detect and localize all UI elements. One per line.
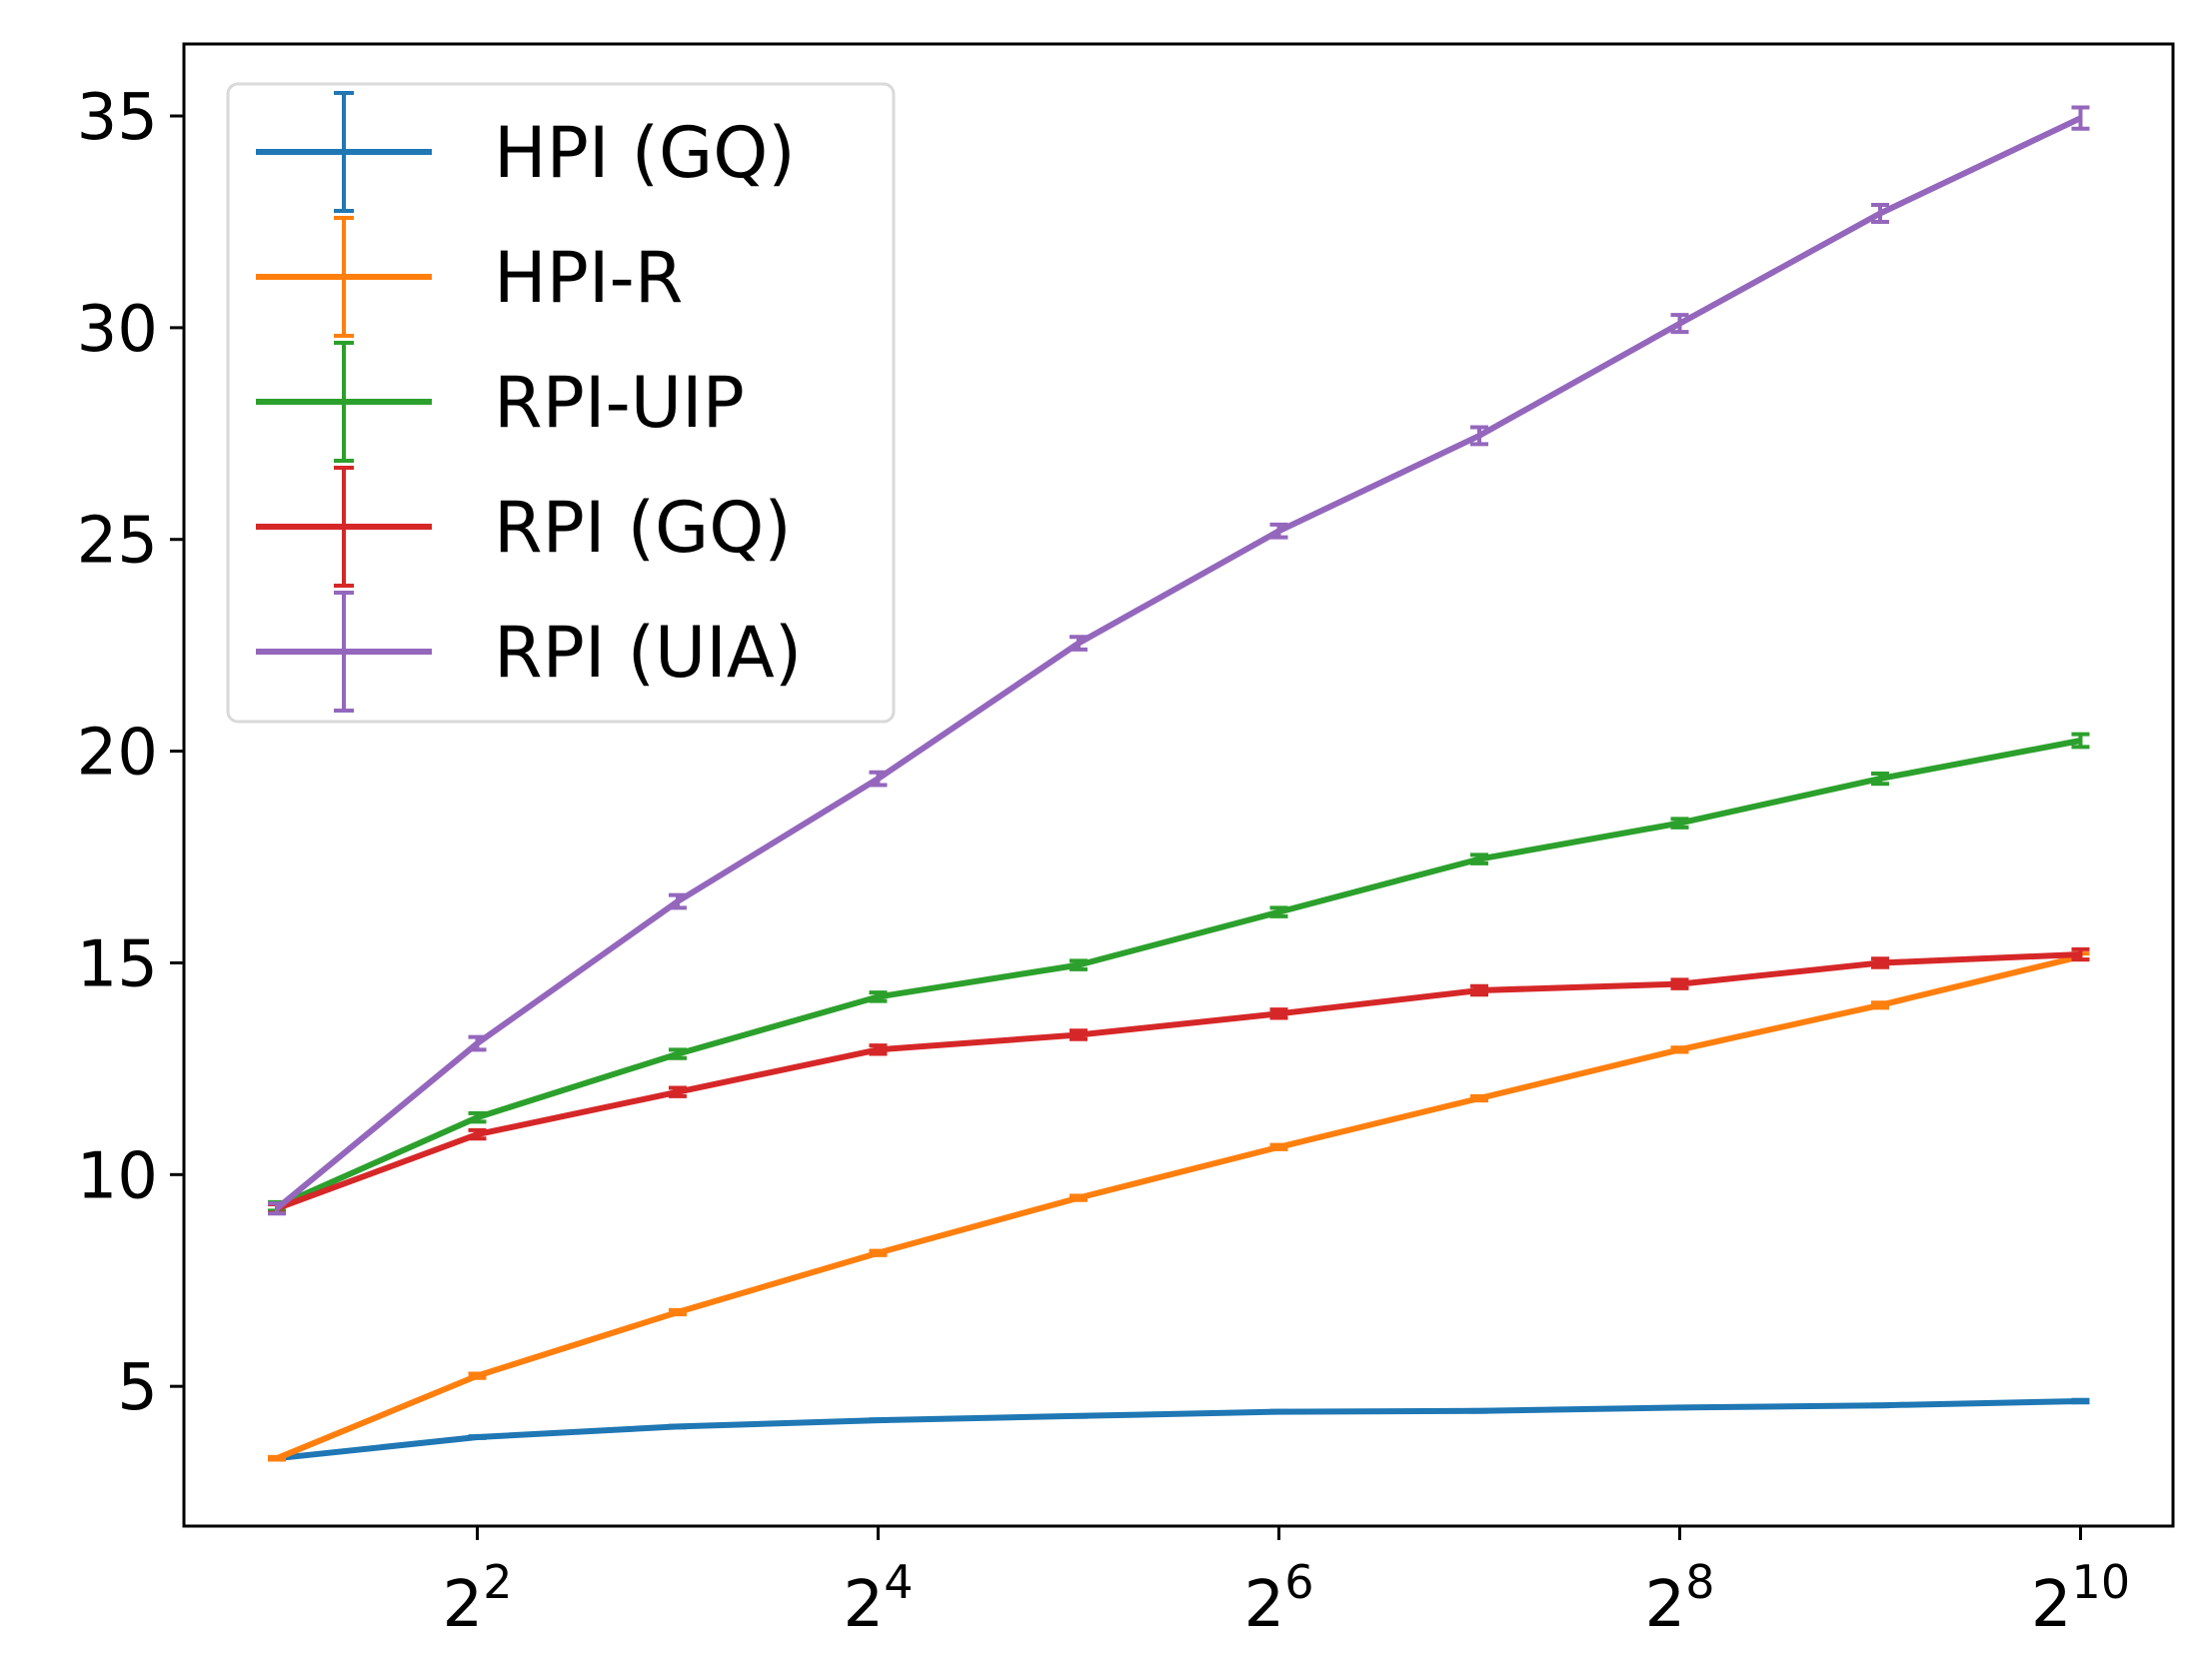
y-tick-label: 30 xyxy=(77,293,158,367)
y-tick-label: 15 xyxy=(77,927,158,1001)
error-bar xyxy=(268,1454,287,1462)
error-bar xyxy=(468,1371,487,1380)
error-bar xyxy=(1870,956,1889,969)
error-bar xyxy=(669,1047,688,1060)
error-bar xyxy=(1469,1407,1488,1414)
x-tick-label: 22 xyxy=(443,1555,513,1642)
legend-entry-0: HPI (GQ) xyxy=(256,91,796,213)
series-line xyxy=(275,953,2082,1461)
series-line xyxy=(275,738,2082,1209)
error-bar xyxy=(2071,105,2090,131)
error-bar xyxy=(468,1034,487,1052)
error-bar xyxy=(869,1043,888,1056)
legend-entry-4: RPI (UIA) xyxy=(256,591,802,713)
error-bar xyxy=(669,1085,688,1098)
legend-label: RPI (GQ) xyxy=(494,487,792,569)
error-bar xyxy=(1670,817,1689,830)
legend-entry-3: RPI (GQ) xyxy=(256,466,792,588)
legend-label: RPI-UIP xyxy=(494,362,745,444)
error-bar xyxy=(1269,905,1288,918)
error-bar xyxy=(1670,313,1689,335)
error-bar xyxy=(268,1201,287,1216)
error-bar xyxy=(869,1248,888,1257)
error-bar xyxy=(1870,772,1889,787)
error-bar xyxy=(1269,1007,1288,1020)
legend-entry-1: HPI-R xyxy=(256,216,683,338)
error-bar xyxy=(1269,522,1288,540)
y-tick-label: 35 xyxy=(77,81,158,155)
error-bar xyxy=(2071,946,2090,962)
error-bar xyxy=(669,1423,688,1430)
error-bar xyxy=(2071,732,2090,750)
error-bar xyxy=(2071,1397,2090,1405)
error-bar xyxy=(1870,203,1889,224)
error-bar xyxy=(1670,1045,1689,1054)
error-bar xyxy=(669,1307,688,1317)
error-bar xyxy=(1670,977,1689,990)
error-bar xyxy=(468,1127,487,1141)
legend-label: HPI (GQ) xyxy=(494,112,796,194)
series-1 xyxy=(268,951,2090,1462)
error-bar xyxy=(1469,1093,1488,1103)
error-bar xyxy=(1870,1402,1889,1409)
error-bar xyxy=(669,892,688,910)
plot-area-frame xyxy=(182,42,2175,1528)
error-bar xyxy=(1469,852,1488,865)
series-4 xyxy=(268,105,2090,1216)
error-bar xyxy=(1870,1000,1889,1010)
legend-label: RPI (UIA) xyxy=(494,612,802,694)
x-tick-label: 210 xyxy=(2031,1555,2130,1642)
x-tick-label: 24 xyxy=(844,1555,914,1642)
x-tick-label: 28 xyxy=(1644,1555,1714,1642)
error-bar xyxy=(1069,1193,1088,1202)
legend: HPI (GQ) HPI-R RPI-UIP RPI (GQ) RPI (UIA) xyxy=(226,82,896,724)
error-bar xyxy=(869,1417,888,1423)
series-3 xyxy=(268,946,2090,1215)
error-bar xyxy=(1069,1412,1088,1419)
error-bar xyxy=(468,1110,487,1124)
series-line xyxy=(275,951,2081,1212)
legend-entry-2: RPI-UIP xyxy=(256,341,745,463)
error-bar xyxy=(1469,425,1488,447)
y-tick-label: 5 xyxy=(117,1351,158,1425)
error-bar xyxy=(1269,1142,1288,1151)
error-bar xyxy=(1069,958,1088,971)
error-bar xyxy=(468,1434,487,1440)
y-tick-label: 25 xyxy=(77,505,158,579)
error-bar xyxy=(1670,1404,1689,1411)
legend-label: HPI-R xyxy=(494,237,683,319)
error-bar xyxy=(1269,1408,1288,1415)
legend-box xyxy=(226,82,896,724)
x-tick-label: 26 xyxy=(1243,1555,1313,1642)
error-bar xyxy=(869,990,888,1003)
error-bar xyxy=(1069,1028,1088,1041)
series-line xyxy=(275,115,2082,1211)
series-2 xyxy=(268,732,2090,1213)
error-bar xyxy=(1469,983,1488,997)
error-bar xyxy=(1069,635,1088,652)
y-tick-label: 20 xyxy=(77,717,158,791)
series-line xyxy=(276,1398,2081,1462)
y-tick-label: 10 xyxy=(77,1139,158,1213)
error-bar xyxy=(869,770,888,788)
axis-layer: 5 10 15 20 25 30 35 22 24 26 28 210 xyxy=(77,81,2131,1642)
series-layer xyxy=(268,105,2090,1462)
